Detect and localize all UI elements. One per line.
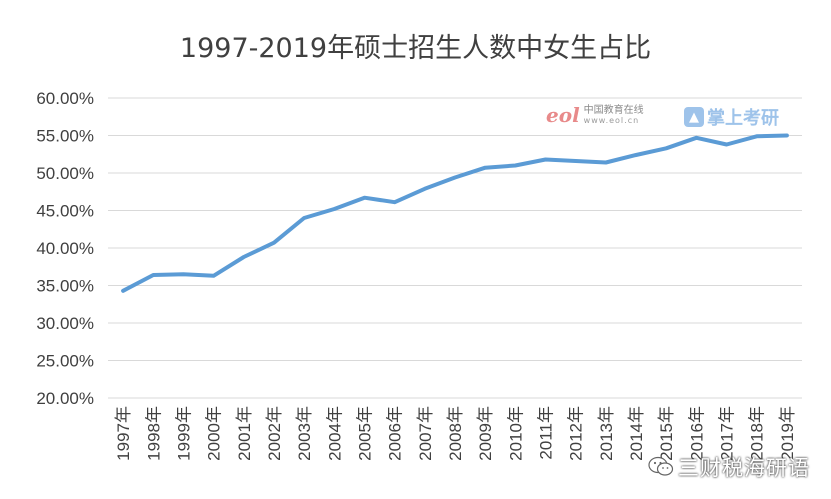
data-point bbox=[574, 159, 578, 163]
x-axis-ticks: 1997年 1998年 1999年 2000年 2001年 2002年 2003年 2004年… bbox=[114, 406, 797, 461]
data-point bbox=[453, 176, 457, 179]
data-point bbox=[121, 289, 125, 293]
data-point bbox=[634, 153, 638, 157]
series-line bbox=[121, 133, 789, 293]
x-tick-label: 1997年 bbox=[114, 406, 133, 461]
eol-url: www.eol.cn bbox=[583, 116, 640, 125]
series-layer bbox=[121, 133, 789, 293]
y-tick-label: 20.00% bbox=[36, 389, 94, 408]
eol-watermark: eol 中国教育在线 www.eol.cn bbox=[546, 103, 644, 127]
data-point bbox=[725, 143, 729, 146]
x-tick-label: 2018年 bbox=[748, 406, 767, 461]
x-tick-label: 2009年 bbox=[476, 406, 495, 461]
data-point bbox=[362, 196, 366, 200]
wechat-watermark: 三财税海研语 bbox=[648, 452, 810, 482]
wechat-account-name: 三财税海研语 bbox=[678, 456, 810, 480]
y-tick-label: 30.00% bbox=[36, 314, 94, 333]
x-tick-label: 2003年 bbox=[295, 406, 314, 461]
y-axis-ticks: 20.00% 25.00% 30.00% 35.00% 40.00% 45.00% 50.0… bbox=[36, 89, 94, 408]
data-point bbox=[302, 216, 306, 220]
eol-text-block: 中国教育在线 www.eol.cn bbox=[584, 105, 644, 125]
x-tick-label: 2016年 bbox=[687, 406, 706, 461]
x-tick-label: 2004年 bbox=[325, 406, 344, 461]
x-tick-label: 2001年 bbox=[235, 406, 254, 461]
data-point bbox=[151, 273, 155, 277]
kaoyan-watermark: ▲ 掌上考研 bbox=[684, 104, 779, 130]
y-tick-label: 45.00% bbox=[36, 202, 94, 221]
data-point bbox=[544, 158, 548, 161]
y-tick-label: 40.00% bbox=[36, 239, 94, 258]
x-tick-label: 2012年 bbox=[567, 406, 586, 461]
x-tick-label: 2008年 bbox=[446, 406, 465, 461]
data-point bbox=[393, 200, 397, 204]
data-point bbox=[694, 136, 698, 140]
wechat-icon bbox=[648, 456, 674, 476]
x-tick-label: 2019年 bbox=[778, 406, 797, 461]
chart-title: 1997-2019年硕士招生人数中女生占比 bbox=[179, 33, 652, 64]
data-point bbox=[242, 255, 246, 259]
graduation-cap-icon: ▲ bbox=[684, 107, 704, 127]
gridlines bbox=[108, 97, 802, 399]
x-tick-label: 2000年 bbox=[205, 406, 224, 461]
kaoyan-brand: 掌上考研 bbox=[707, 108, 779, 129]
x-tick-label: 2006年 bbox=[386, 406, 405, 461]
eol-name: 中国教育在线 bbox=[583, 105, 644, 116]
y-tick-label: 50.00% bbox=[36, 164, 94, 183]
x-tick-label: 2017年 bbox=[718, 406, 737, 461]
data-point bbox=[755, 134, 759, 138]
data-point bbox=[212, 274, 216, 278]
x-tick-label: 2013年 bbox=[597, 406, 616, 461]
y-tick-label: 60.00% bbox=[36, 89, 94, 108]
data-point bbox=[272, 241, 276, 245]
data-point bbox=[604, 161, 608, 164]
data-point bbox=[513, 164, 517, 167]
x-tick-label: 2014年 bbox=[627, 406, 646, 461]
x-tick-label: 1999年 bbox=[174, 406, 193, 461]
x-tick-label: 2010年 bbox=[506, 406, 525, 461]
x-tick-label: 2015年 bbox=[657, 406, 676, 461]
data-point bbox=[423, 187, 427, 191]
y-tick-label: 25.00% bbox=[36, 352, 94, 371]
data-point bbox=[785, 134, 789, 137]
data-point bbox=[483, 166, 487, 170]
x-tick-label: 2002年 bbox=[265, 406, 284, 461]
x-tick-label: 2011年 bbox=[537, 406, 556, 460]
data-point bbox=[332, 207, 336, 211]
y-tick-label: 35.00% bbox=[36, 277, 94, 296]
x-tick-label: 2005年 bbox=[355, 406, 374, 461]
eol-logo: eol bbox=[546, 103, 580, 127]
data-point bbox=[664, 146, 668, 150]
x-tick-label: 1998年 bbox=[144, 406, 163, 461]
data-point bbox=[181, 272, 185, 276]
y-tick-label: 55.00% bbox=[36, 127, 94, 146]
x-tick-label: 2007年 bbox=[416, 406, 435, 461]
